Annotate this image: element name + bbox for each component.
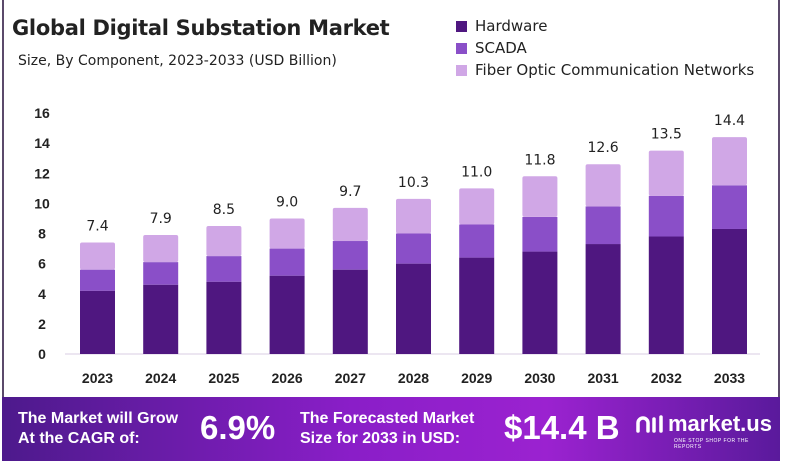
- bar-segment-fiber-optic-communication-networks: [143, 235, 179, 263]
- summary-banner: The Market will Grow At the CAGR of: 6.9…: [2, 397, 780, 461]
- y-tick-label: 10: [34, 195, 50, 211]
- logo-name: market.us: [668, 411, 772, 436]
- bar-segment-hardware: [712, 228, 747, 354]
- x-tick-label: 2031: [588, 370, 619, 386]
- bar-segment-fiber-optic-communication-networks: [396, 198, 431, 234]
- chart-title: Global Digital Substation Market: [12, 16, 390, 40]
- y-tick-label: 4: [38, 286, 46, 302]
- bar-segment-hardware: [269, 275, 305, 354]
- bar-chart: 0 2 4 6 8 10 12 14 16 7.4 2023 7.9 2024 8.5 2025 9.0 202…: [34, 105, 760, 386]
- cagr-value: 6.9%: [200, 409, 276, 446]
- bar-segment-hardware: [143, 284, 179, 354]
- y-tick-label: 6: [38, 256, 46, 272]
- y-tick-label: 2: [38, 316, 46, 332]
- bar-segment-fiber-optic-communication-networks: [648, 150, 684, 196]
- bar-segment-scada: [80, 269, 115, 291]
- bar-segment-hardware: [332, 269, 368, 354]
- bar-total-label: 11.0: [461, 164, 492, 180]
- legend-label: SCADA: [475, 39, 527, 57]
- cagr-label: The Market will Grow At the CAGR of:: [18, 409, 178, 449]
- bar-segment-fiber-optic-communication-networks: [585, 164, 621, 207]
- legend-item-fiber: Fiber Optic Communication Networks: [456, 61, 754, 79]
- legend-swatch: [456, 64, 467, 76]
- bar-segment-scada: [269, 248, 305, 276]
- x-tick-label: 2032: [651, 370, 682, 386]
- x-tick-label: 2030: [524, 370, 555, 386]
- bar-segment-scada: [585, 206, 621, 245]
- cagr-label-line2: At the CAGR of:: [18, 430, 140, 447]
- x-tick-label: 2026: [272, 370, 303, 386]
- bar-total-label: 10.3: [398, 175, 429, 191]
- bar-segment-hardware: [396, 263, 431, 354]
- bar-total-label: 7.9: [150, 211, 172, 227]
- y-tick-label: 8: [38, 226, 46, 242]
- bar-segment-scada: [332, 241, 368, 270]
- bar-total-label: 12.6: [588, 140, 619, 156]
- x-tick-label: 2033: [714, 370, 745, 386]
- legend-swatch: [456, 42, 467, 54]
- bar-segment-fiber-optic-communication-networks: [80, 242, 115, 270]
- x-tick-label: 2024: [145, 370, 176, 386]
- chart-subtitle: Size, By Component, 2023-2033 (USD Billi…: [18, 53, 337, 69]
- bar-segment-scada: [396, 233, 431, 264]
- y-tick-label: 16: [34, 105, 50, 121]
- y-tick-label: 14: [34, 135, 50, 151]
- y-tick-label: 12: [34, 165, 50, 181]
- bar-segment-hardware: [522, 251, 558, 354]
- logo-tagline: ONE STOP SHOP FOR THE REPORTS: [674, 438, 749, 450]
- bar-total-label: 9.7: [339, 184, 361, 200]
- cagr-label-line1: The Market will Grow: [18, 410, 179, 427]
- bar-segment-hardware: [648, 236, 684, 354]
- legend-item-hardware: Hardware: [456, 17, 547, 35]
- bar-total-label: 8.5: [213, 202, 235, 218]
- bar-total-label: 14.4: [714, 113, 745, 129]
- market-us-logo: market.us ONE STOP SHOP FOR THE REPORTS: [634, 411, 772, 450]
- bar-segment-scada: [712, 185, 747, 229]
- bar-segment-scada: [206, 256, 242, 282]
- logo-icon: [636, 415, 663, 433]
- bar-segment-fiber-optic-communication-networks: [269, 218, 305, 249]
- forecast-value: $14.4 B: [504, 409, 620, 446]
- bar-segment-fiber-optic-communication-networks: [206, 225, 242, 257]
- bar-segment-scada: [459, 224, 495, 258]
- bar-segment-fiber-optic-communication-networks: [332, 207, 368, 242]
- legend-label: Fiber Optic Communication Networks: [475, 61, 755, 79]
- x-tick-label: 2027: [335, 370, 366, 386]
- x-tick-label: 2025: [208, 370, 239, 386]
- bar-segment-hardware: [459, 257, 495, 354]
- bar-segment-fiber-optic-communication-networks: [459, 188, 495, 225]
- forecast-label: The Forecasted Market Size for 2033 in U…: [300, 409, 474, 449]
- chart-frame: [2, 0, 780, 398]
- x-tick-label: 2028: [398, 370, 429, 386]
- bar-segment-fiber-optic-communication-networks: [712, 137, 747, 186]
- bar-segment-scada: [522, 216, 558, 252]
- bar-segment-scada: [648, 195, 684, 237]
- forecast-label-line2: Size for 2033 in USD:: [300, 430, 461, 447]
- bar-segment-hardware: [80, 290, 115, 354]
- bar-total-label: 7.4: [86, 219, 108, 235]
- y-tick-label: 0: [38, 346, 46, 362]
- legend-swatch: [456, 20, 467, 32]
- bar-segment-hardware: [206, 281, 242, 354]
- bar-segment-scada: [143, 262, 179, 285]
- bar-segment-fiber-optic-communication-networks: [522, 176, 558, 217]
- legend-label: Hardware: [475, 17, 548, 35]
- forecast-label-line1: The Forecasted Market: [300, 410, 475, 427]
- bar-segment-hardware: [585, 244, 621, 354]
- x-tick-label: 2029: [461, 370, 492, 386]
- legend-item-scada: SCADA: [456, 39, 527, 57]
- bar-total-label: 9.0: [276, 194, 298, 210]
- bar-total-label: 13.5: [651, 127, 682, 143]
- x-tick-label: 2023: [82, 370, 113, 386]
- bar-total-label: 11.8: [524, 152, 555, 168]
